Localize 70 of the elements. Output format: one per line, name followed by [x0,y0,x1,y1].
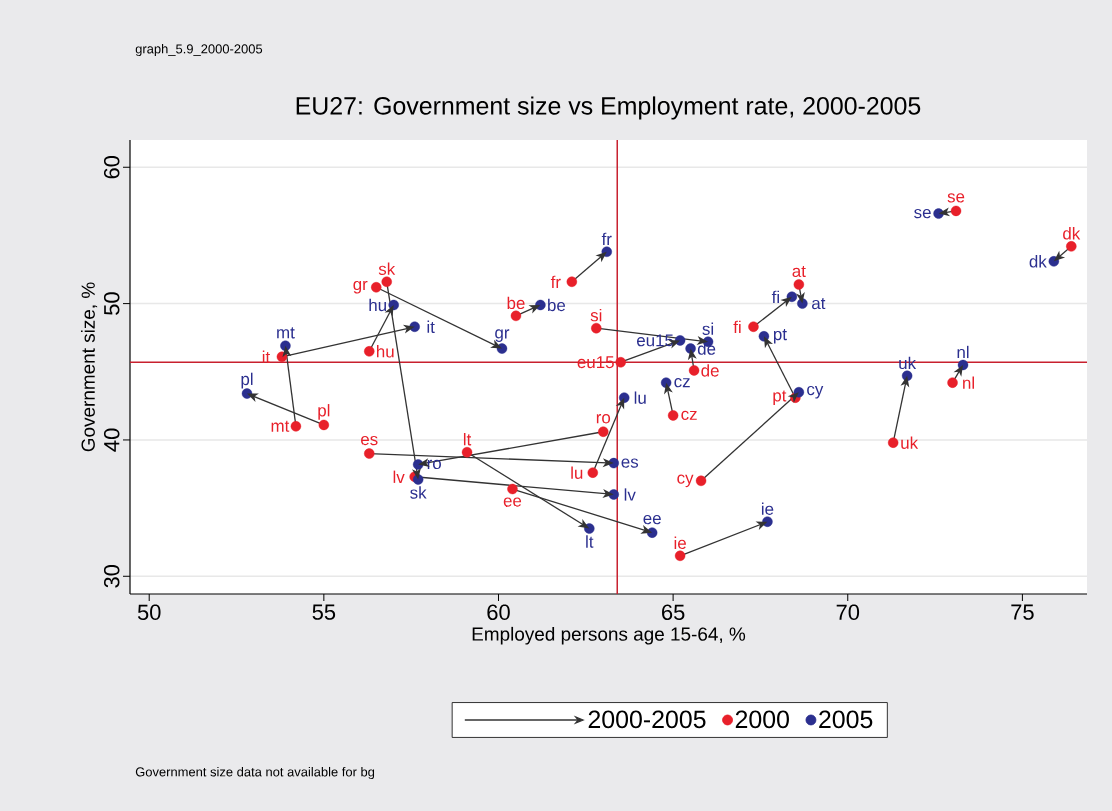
x-tick-label: 75 [1011,604,1034,620]
data-label: ie [674,536,686,550]
data-label: es [621,458,639,468]
chart-title: EU27: Government size vs Employment rate, 2000-2005 [296,96,921,120]
data-label: fr [550,275,561,288]
data-label: uk [901,436,919,449]
data-label: si [590,308,602,322]
data-label: mt [277,327,295,339]
data-label: pl [241,372,253,389]
data-label: nl [963,376,974,389]
text: Government size data not available for bg [135,766,375,780]
data-label: lv [393,470,405,483]
data-label: es [361,435,378,446]
data-label: pl [318,404,330,420]
data-label: lt [586,535,594,548]
data-label: de [697,342,716,355]
data-label: si [702,322,714,335]
data-label: mt [271,420,290,432]
text: graph_5.9_2000-2005 [135,43,263,57]
data-label: pt [773,329,787,344]
legend-label: 2000 [735,710,789,729]
x-tick-label: 50 [137,604,161,621]
y-tick-label: 50 [103,292,120,315]
data-label: fi [733,320,741,333]
data-label: cy [677,474,694,488]
data-label: ie [761,502,774,515]
x-tick-label: 60 [487,604,510,621]
data-label: dk [1029,255,1047,268]
data-label: lu [571,466,583,479]
data-label: gr [495,329,510,342]
data-label: nl [957,345,969,359]
data-label: ee [503,497,522,507]
data-label: de [701,364,719,377]
data-label: pt [773,390,787,405]
data-label: lt [463,433,472,446]
data-label: se [947,193,965,203]
data-label: ee [643,515,661,525]
y-tick-label: 60 [103,155,120,179]
legend-label: 2000-2005 [588,710,706,729]
data-label: it [427,320,435,333]
data-label: be [507,296,525,310]
data-label: sk [378,262,396,276]
data-label: gr [353,280,368,294]
data-label: at [812,298,826,310]
y-axis-title: Government size, % [80,282,98,452]
data-label: it [262,350,271,363]
data-label: cz [674,378,690,388]
data-label: se [914,208,931,219]
x-tick-label: 70 [836,604,860,621]
legend-label: 2005 [819,710,873,729]
data-label: hu [369,298,386,312]
data-label: lu [634,391,646,404]
x-tick-label: 55 [312,604,336,620]
data-label: cy [807,385,824,399]
data-label: dk [1063,227,1081,240]
data-label: hu [377,345,394,358]
data-label: ro [596,414,611,424]
data-label: lv [624,488,636,501]
data-label: fr [601,232,612,245]
data-label: fi [771,290,779,303]
x-axis-title: Employed persons age 15-64, % [472,626,746,645]
x-tick-label: 65 [662,604,685,621]
data-label: ro [427,459,441,470]
y-tick-label: 40 [103,428,120,452]
data-label: at [792,265,806,278]
data-label: be [548,298,566,312]
data-label: cz [681,410,697,421]
y-tick-label: 30 [103,564,120,588]
data-label: sk [410,486,427,499]
data-label: eu15 [636,334,674,347]
